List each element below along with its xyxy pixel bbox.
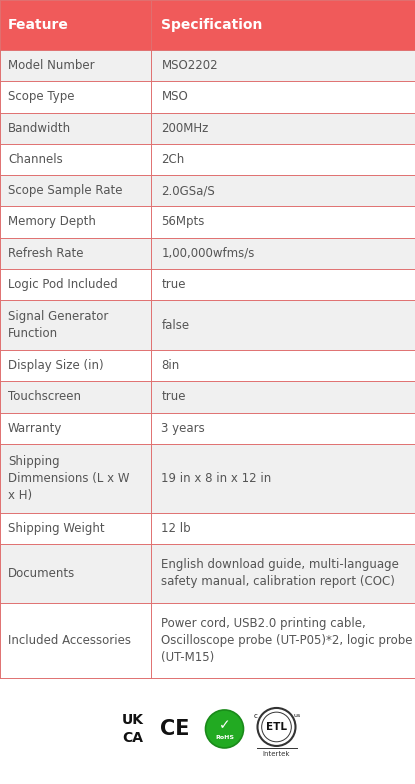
Text: 56Mpts: 56Mpts xyxy=(161,216,205,228)
Bar xyxy=(0,238,151,269)
Bar xyxy=(151,381,415,412)
Bar xyxy=(0,206,151,238)
Text: Memory Depth: Memory Depth xyxy=(8,216,96,228)
Text: Shipping Weight: Shipping Weight xyxy=(8,521,105,535)
Bar xyxy=(151,143,415,175)
Bar xyxy=(151,82,415,113)
Bar xyxy=(151,238,415,269)
Bar xyxy=(0,381,151,412)
Bar xyxy=(151,350,415,381)
Text: Display Size (in): Display Size (in) xyxy=(8,359,104,372)
Text: ✓: ✓ xyxy=(219,718,230,732)
Text: CA: CA xyxy=(122,731,143,745)
Text: false: false xyxy=(161,318,190,332)
Text: 2.0GSa/S: 2.0GSa/S xyxy=(161,184,215,197)
Text: Included Accessories: Included Accessories xyxy=(8,634,131,647)
Text: true: true xyxy=(161,278,186,291)
Text: UK: UK xyxy=(122,713,144,727)
Text: true: true xyxy=(161,390,186,404)
Text: 1,00,000wfms/s: 1,00,000wfms/s xyxy=(161,247,255,260)
Bar xyxy=(0,300,151,350)
Text: 8in: 8in xyxy=(161,359,180,372)
Text: 12 lb: 12 lb xyxy=(161,521,191,535)
Text: CE: CE xyxy=(160,719,189,739)
Text: Logic Pod Included: Logic Pod Included xyxy=(8,278,118,291)
Circle shape xyxy=(257,708,295,746)
Bar xyxy=(151,0,415,50)
Text: c: c xyxy=(254,713,257,719)
Bar xyxy=(151,50,415,82)
Bar xyxy=(0,113,151,143)
Text: Documents: Documents xyxy=(8,567,75,580)
Text: Model Number: Model Number xyxy=(8,59,95,72)
Text: Bandwidth: Bandwidth xyxy=(8,122,71,135)
Text: Channels: Channels xyxy=(8,153,63,166)
Text: Specification: Specification xyxy=(161,18,263,32)
Bar xyxy=(151,269,415,300)
Text: Shipping
Dimmensions (L x W
x H): Shipping Dimmensions (L x W x H) xyxy=(8,455,129,502)
Bar xyxy=(0,0,151,50)
Text: Signal Generator
Function: Signal Generator Function xyxy=(8,310,108,340)
Bar xyxy=(151,175,415,206)
Bar xyxy=(0,175,151,206)
Text: Feature: Feature xyxy=(8,18,69,32)
Text: us: us xyxy=(294,713,301,718)
Bar xyxy=(0,50,151,82)
Text: RoHS: RoHS xyxy=(215,735,234,740)
Text: Power cord, USB2.0 printing cable,
Oscilloscope probe (UT-P05)*2, logic probe
(U: Power cord, USB2.0 printing cable, Oscil… xyxy=(161,617,413,664)
Bar xyxy=(151,300,415,350)
Bar xyxy=(0,143,151,175)
Bar xyxy=(0,444,151,513)
Circle shape xyxy=(205,710,244,748)
Bar xyxy=(0,544,151,603)
Bar xyxy=(151,444,415,513)
Bar xyxy=(151,603,415,678)
Text: 3 years: 3 years xyxy=(161,422,205,434)
Bar xyxy=(0,269,151,300)
Text: Refresh Rate: Refresh Rate xyxy=(8,247,83,260)
Bar xyxy=(0,513,151,544)
Text: Scope Sample Rate: Scope Sample Rate xyxy=(8,184,122,197)
Text: Warranty: Warranty xyxy=(8,422,62,434)
Text: 19 in x 8 in x 12 in: 19 in x 8 in x 12 in xyxy=(161,472,272,485)
Bar xyxy=(0,82,151,113)
Text: MSO2202: MSO2202 xyxy=(161,59,218,72)
Bar xyxy=(151,412,415,444)
Bar xyxy=(151,113,415,143)
Bar xyxy=(0,412,151,444)
Text: 2Ch: 2Ch xyxy=(161,153,185,166)
Bar xyxy=(0,603,151,678)
Text: Scope Type: Scope Type xyxy=(8,90,75,103)
Text: 200MHz: 200MHz xyxy=(161,122,209,135)
Text: English download guide, multi-language
safety manual, calibration report (COC): English download guide, multi-language s… xyxy=(161,558,399,589)
Text: ETL: ETL xyxy=(266,722,287,732)
Text: Touchscreen: Touchscreen xyxy=(8,390,81,404)
Text: MSO: MSO xyxy=(161,90,188,103)
Bar xyxy=(0,350,151,381)
Bar xyxy=(151,544,415,603)
Bar xyxy=(151,206,415,238)
Bar xyxy=(151,513,415,544)
Text: Intertek: Intertek xyxy=(263,751,290,757)
